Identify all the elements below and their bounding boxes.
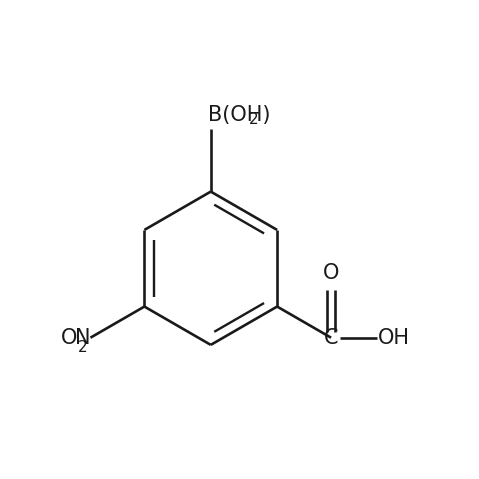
Text: B(OH): B(OH) <box>208 105 271 125</box>
Text: O: O <box>323 262 339 283</box>
Text: 2: 2 <box>78 340 88 355</box>
Text: O: O <box>61 328 77 348</box>
Text: N: N <box>75 328 91 348</box>
Text: OH: OH <box>377 328 410 348</box>
Text: 2: 2 <box>249 112 258 127</box>
Text: C: C <box>324 328 338 348</box>
